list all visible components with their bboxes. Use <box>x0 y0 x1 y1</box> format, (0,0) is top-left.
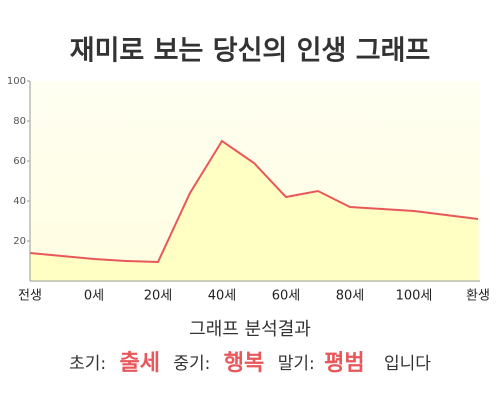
result: 평범 <box>324 351 364 376</box>
x-tick-label: 전생 <box>18 289 42 304</box>
result: 출세 <box>119 351 159 376</box>
line <box>29 139 479 264</box>
x-tick-label: 40세 <box>208 289 237 304</box>
analysis-line: 초기: 출세 중기: 행복 말기: 평범 입니다 <box>69 351 431 376</box>
area <box>30 141 478 281</box>
y-tick-label: 100 <box>7 76 26 87</box>
y-tick-label: 20 <box>13 236 26 247</box>
analysis-heading: 그래프 분석결과 <box>189 319 311 340</box>
y-tick-label: 80 <box>13 116 26 127</box>
x-tick-label: 100세 <box>396 289 433 304</box>
x-tick-label: 환생 <box>466 289 490 304</box>
x-tick-label: 60세 <box>272 289 301 304</box>
result: 행복 <box>224 351 264 376</box>
label: 말기: <box>278 354 315 374</box>
y-tick-label: 60 <box>13 156 26 167</box>
suffix: 입니다 <box>384 354 431 374</box>
label: 초기: <box>69 354 106 374</box>
label: 중기: <box>173 354 210 374</box>
y-tick-label: 40 <box>13 196 26 207</box>
x-tick-label: 20세 <box>144 289 173 304</box>
x-tick-label: 80세 <box>336 289 365 304</box>
x-tick-label: 0세 <box>84 289 104 304</box>
chart-title: 재미로 보는 당신의 인생 그래프 <box>70 36 431 67</box>
